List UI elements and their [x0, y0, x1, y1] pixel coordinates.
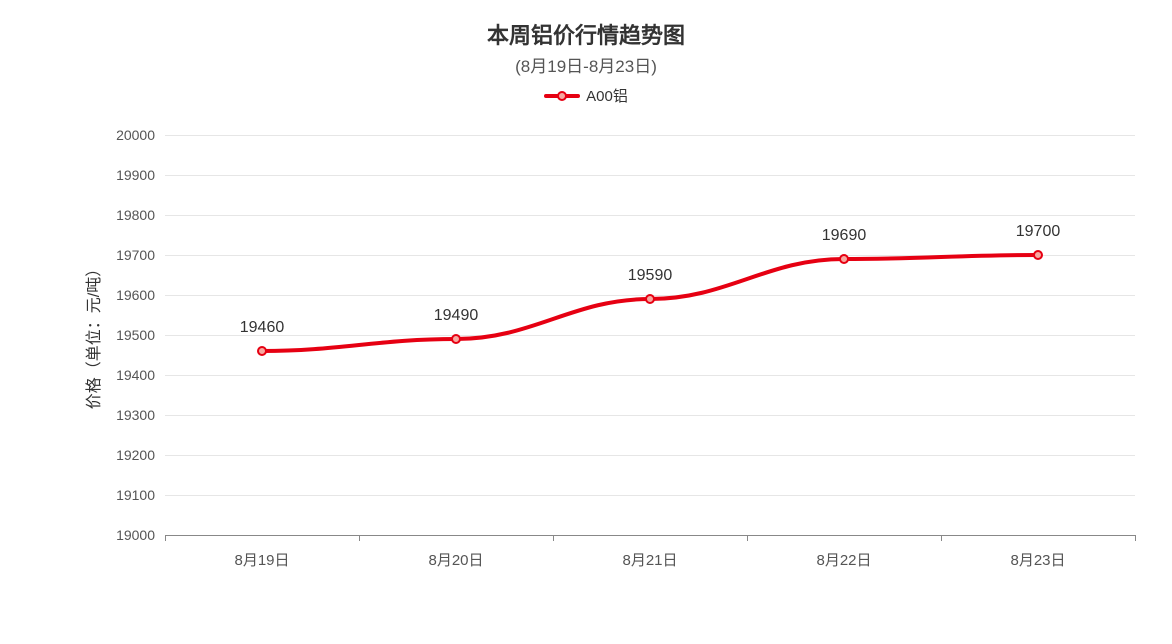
data-label: 19460: [240, 319, 285, 337]
x-tick-label: 8月22日: [816, 535, 871, 570]
data-label: 19690: [822, 227, 867, 245]
x-tick-mark: [553, 535, 554, 541]
chart-container: 本周铝价行情趋势图 (8月19日-8月23日) A00铝 19000191001…: [0, 0, 1172, 644]
x-tick-mark: [1135, 535, 1136, 541]
chart-subtitle: (8月19日-8月23日): [0, 52, 1172, 77]
x-tick-mark: [747, 535, 748, 541]
data-marker: [1033, 250, 1043, 260]
y-tick-label: 19800: [116, 207, 165, 223]
x-tick-mark: [941, 535, 942, 541]
data-label: 19590: [628, 267, 673, 285]
x-tick-label: 8月20日: [428, 535, 483, 570]
x-tick-label: 8月21日: [622, 535, 677, 570]
x-tick-label: 8月19日: [234, 535, 289, 570]
y-tick-label: 19900: [116, 167, 165, 183]
y-tick-label: 19300: [116, 407, 165, 423]
y-tick-label: 19100: [116, 487, 165, 503]
data-marker: [257, 346, 267, 356]
y-tick-label: 19600: [116, 287, 165, 303]
y-tick-label: 19700: [116, 247, 165, 263]
data-marker: [451, 334, 461, 344]
data-marker: [645, 294, 655, 304]
legend: A00铝: [0, 85, 1172, 106]
data-marker: [839, 254, 849, 264]
y-axis-title: 价格（单位：元/吨）: [80, 261, 104, 409]
legend-label: A00铝: [586, 85, 628, 106]
y-tick-label: 20000: [116, 127, 165, 143]
y-tick-label: 19000: [116, 527, 165, 543]
data-label: 19700: [1016, 223, 1061, 241]
data-label: 19490: [434, 307, 479, 325]
y-tick-label: 19200: [116, 447, 165, 463]
x-tick-mark: [359, 535, 360, 541]
x-tick-label: 8月23日: [1010, 535, 1065, 570]
series-line: [165, 135, 1135, 535]
y-tick-label: 19400: [116, 367, 165, 383]
x-tick-mark: [165, 535, 166, 541]
legend-dot: [557, 91, 567, 101]
plot-area: 1900019100192001930019400195001960019700…: [165, 135, 1135, 535]
chart-title: 本周铝价行情趋势图: [0, 0, 1172, 50]
legend-marker: [544, 89, 580, 103]
y-tick-label: 19500: [116, 327, 165, 343]
